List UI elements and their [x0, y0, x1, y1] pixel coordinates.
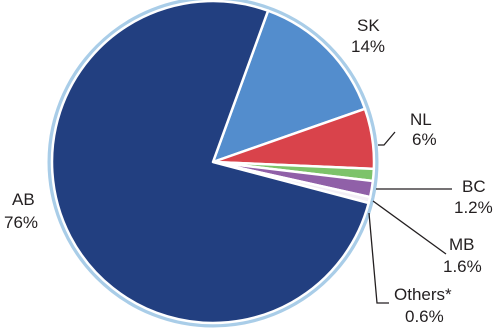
label-sk-value: 14%: [351, 37, 385, 56]
label-nl-value: 6%: [412, 130, 437, 149]
label-bc-category: BC: [462, 177, 486, 196]
label-others-value: 0.6%: [405, 307, 444, 326]
leader-line-others: [368, 212, 389, 304]
pie-slice-sk: [211, 9, 367, 164]
label-bc-value: 1.2%: [454, 198, 493, 217]
label-others-category: Others*: [394, 285, 452, 304]
pie-outer-ring: [47, 0, 379, 328]
leader-line-mb: [372, 200, 447, 255]
label-mb-value: 1.6%: [443, 257, 482, 276]
label-nl-category: NL: [410, 110, 432, 129]
label-sk-category: SK: [357, 16, 380, 35]
label-mb-category: MB: [449, 235, 475, 254]
leader-line-nl: [378, 131, 396, 146]
pie-slice-ab: [50, 0, 370, 325]
label-ab-value: 76%: [4, 213, 38, 232]
label-ab-category: AB: [12, 190, 35, 209]
